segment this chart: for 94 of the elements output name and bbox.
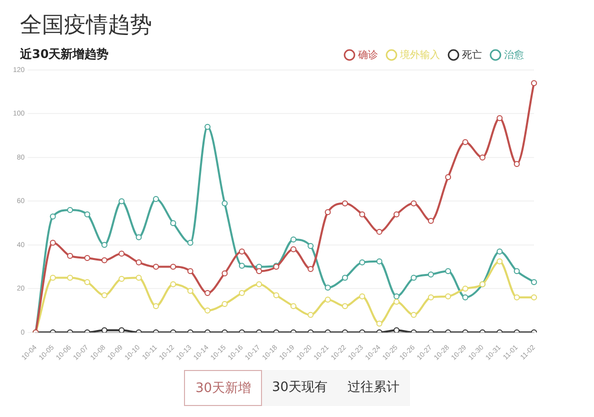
point bbox=[359, 211, 366, 218]
text: 30天现有 bbox=[262, 370, 338, 406]
point bbox=[238, 248, 245, 254]
point bbox=[394, 298, 400, 305]
point bbox=[496, 115, 503, 122]
point bbox=[152, 303, 159, 310]
legend-label: 确诊 bbox=[357, 48, 378, 61]
point bbox=[394, 327, 400, 332]
point bbox=[342, 200, 348, 206]
point bbox=[136, 274, 142, 281]
point bbox=[445, 293, 452, 300]
point bbox=[67, 252, 74, 259]
point bbox=[410, 274, 417, 281]
point bbox=[324, 209, 331, 216]
point bbox=[290, 303, 296, 310]
legend-label: 境外输入 bbox=[399, 48, 440, 61]
point bbox=[308, 312, 314, 318]
point bbox=[152, 264, 159, 270]
point bbox=[394, 211, 400, 218]
point bbox=[462, 139, 468, 146]
point bbox=[84, 255, 90, 262]
point bbox=[359, 259, 366, 266]
point bbox=[152, 196, 159, 202]
point bbox=[290, 246, 296, 252]
point bbox=[324, 296, 331, 303]
point bbox=[410, 312, 417, 318]
point bbox=[359, 293, 366, 300]
point bbox=[531, 279, 537, 286]
point bbox=[238, 290, 245, 296]
point bbox=[187, 288, 194, 294]
point bbox=[136, 259, 142, 266]
point bbox=[204, 308, 211, 314]
point bbox=[514, 294, 520, 300]
point bbox=[376, 320, 382, 327]
point bbox=[187, 268, 194, 274]
point bbox=[324, 284, 331, 291]
point bbox=[410, 200, 417, 206]
point bbox=[496, 258, 503, 264]
point bbox=[462, 286, 468, 292]
point bbox=[496, 248, 503, 254]
text: 过往累计 bbox=[338, 370, 410, 406]
point bbox=[256, 281, 262, 288]
point bbox=[238, 262, 245, 269]
point bbox=[376, 228, 382, 235]
point bbox=[222, 270, 228, 276]
point bbox=[462, 294, 468, 300]
point bbox=[273, 292, 280, 298]
point bbox=[514, 161, 520, 168]
point bbox=[428, 294, 434, 300]
point bbox=[170, 264, 176, 270]
point bbox=[376, 258, 382, 264]
point bbox=[118, 327, 125, 332]
chart-title: 全国疫情趋势 bbox=[20, 12, 152, 40]
point bbox=[50, 240, 56, 246]
point bbox=[428, 218, 434, 224]
point bbox=[308, 243, 314, 250]
point bbox=[101, 327, 108, 332]
point bbox=[342, 303, 348, 310]
point bbox=[136, 234, 142, 240]
point bbox=[118, 276, 125, 282]
text: 30天新增 bbox=[184, 370, 262, 406]
point bbox=[479, 154, 486, 160]
point bbox=[50, 274, 56, 281]
legend-label: 治愈 bbox=[504, 48, 524, 61]
point bbox=[170, 281, 176, 288]
point bbox=[204, 124, 211, 130]
point bbox=[308, 266, 314, 272]
point bbox=[84, 279, 90, 286]
point bbox=[428, 271, 434, 278]
point bbox=[101, 292, 108, 298]
point bbox=[222, 300, 228, 307]
point bbox=[531, 80, 537, 86]
point bbox=[118, 250, 125, 257]
point bbox=[50, 214, 56, 220]
point bbox=[187, 240, 194, 246]
point bbox=[531, 294, 537, 300]
point bbox=[256, 268, 262, 274]
point bbox=[101, 257, 108, 264]
point bbox=[101, 242, 108, 248]
point bbox=[222, 200, 228, 206]
point bbox=[290, 236, 296, 242]
point bbox=[67, 206, 74, 213]
point bbox=[118, 198, 125, 204]
point bbox=[445, 268, 452, 274]
point bbox=[394, 293, 400, 300]
point bbox=[170, 220, 176, 226]
point bbox=[445, 174, 452, 180]
point bbox=[514, 268, 520, 274]
point bbox=[67, 274, 74, 281]
legend-label: 死亡 bbox=[462, 48, 482, 61]
point bbox=[204, 290, 211, 296]
point bbox=[342, 274, 348, 281]
chart-subtitle: 近30天新增趋势 bbox=[20, 46, 109, 63]
point bbox=[84, 211, 90, 218]
